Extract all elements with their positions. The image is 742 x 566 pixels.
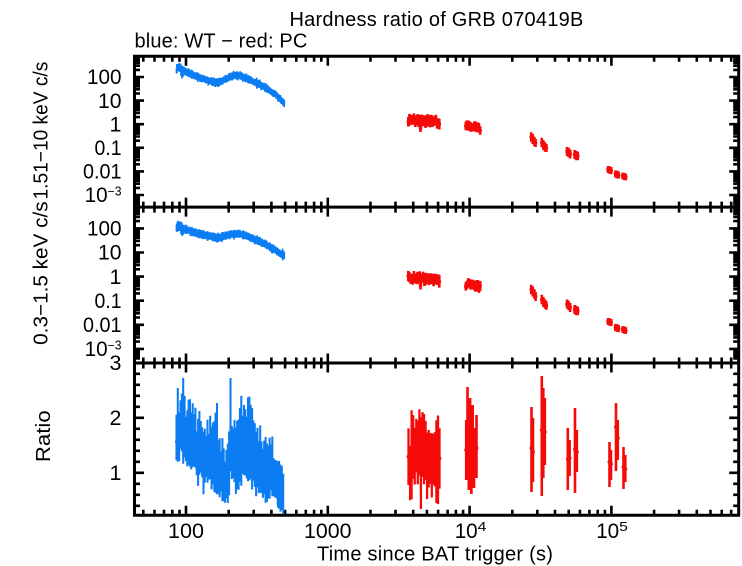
svg-text:Time since BAT trigger (s): Time since BAT trigger (s): [317, 544, 553, 566]
svg-text:104: 104: [455, 519, 487, 543]
svg-text:1000: 1000: [304, 519, 352, 543]
svg-text:0.01: 0.01: [83, 313, 122, 337]
svg-text:100: 100: [168, 519, 204, 543]
svg-text:0.01: 0.01: [83, 160, 122, 184]
svg-text:3: 3: [110, 351, 122, 375]
svg-text:0.1: 0.1: [95, 136, 122, 160]
svg-text:10: 10: [98, 241, 122, 265]
svg-text:2: 2: [110, 406, 122, 430]
svg-text:10: 10: [98, 89, 122, 113]
svg-text:Hardness ratio of GRB 070419B: Hardness ratio of GRB 070419B: [289, 9, 583, 31]
svg-text:blue: WT − red: PC: blue: WT − red: PC: [135, 31, 308, 53]
svg-text:100: 100: [87, 217, 122, 241]
svg-text:105: 105: [596, 519, 628, 543]
svg-text:10−3: 10−3: [85, 337, 122, 361]
svg-text:Ratio: Ratio: [33, 410, 55, 462]
svg-text:10−3: 10−3: [85, 183, 122, 207]
svg-text:0.1: 0.1: [95, 289, 122, 313]
svg-text:0.3−1.5 keV c/s: 0.3−1.5 keV c/s: [31, 201, 53, 345]
svg-text:1.51−10 keV c/s: 1.51−10 keV c/s: [31, 62, 53, 200]
svg-text:1: 1: [110, 461, 122, 485]
svg-text:100: 100: [87, 65, 122, 89]
svg-text:1: 1: [110, 112, 122, 136]
svg-text:1: 1: [110, 265, 122, 289]
